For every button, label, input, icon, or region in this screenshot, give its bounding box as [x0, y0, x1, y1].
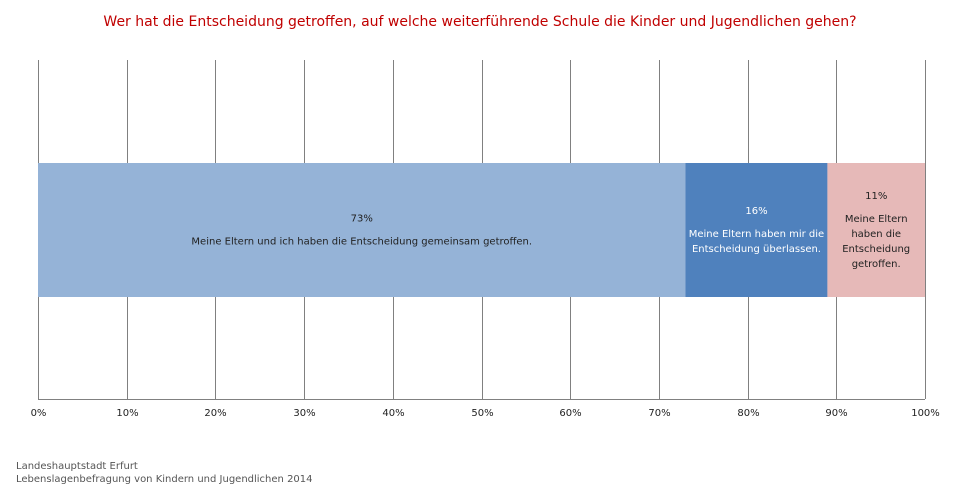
segment-category-label: haben die: [851, 229, 901, 240]
segment-category-label: Entscheidung überlassen.: [692, 244, 821, 255]
segment-value-label: 11%: [865, 191, 887, 202]
bar-segment: [827, 163, 925, 297]
bar-segment: [685, 163, 828, 297]
segment-category-label: Meine Eltern: [845, 214, 908, 225]
chart-title: Wer hat die Entscheidung getroffen, auf …: [103, 14, 857, 30]
x-tick-label: 20%: [204, 408, 226, 419]
x-tick-label: 50%: [471, 408, 493, 419]
x-tick-label: 100%: [911, 408, 940, 419]
bar-segment: [38, 163, 686, 297]
source-line-1: Landeshauptstadt Erfurt: [16, 461, 138, 472]
bar-segments: [38, 163, 925, 297]
x-axis-tick-labels: 0% 10% 20% 30% 40% 50% 60% 70% 80% 90% 100%: [31, 408, 940, 419]
x-tick-label: 30%: [293, 408, 315, 419]
x-tick-label: 70%: [648, 408, 670, 419]
x-tick-label: 60%: [559, 408, 581, 419]
segment-value-label: 73%: [351, 214, 373, 225]
segment-category-label: Entscheidung: [842, 244, 910, 255]
x-tick-label: 90%: [825, 408, 847, 419]
x-tick-label: 80%: [737, 408, 759, 419]
segment-category-label: getroffen.: [852, 259, 901, 270]
segment-category-label: Meine Eltern und ich haben die Entscheid…: [191, 237, 532, 248]
x-tick-label: 10%: [116, 408, 138, 419]
segment-category-label: Meine Eltern haben mir die: [689, 229, 824, 240]
source-line-2: Lebenslagenbefragung von Kindern und Jug…: [16, 474, 313, 485]
segment-labels: 73% Meine Eltern und ich haben die Entsch…: [191, 191, 910, 270]
segment-value-label: 16%: [745, 206, 767, 217]
x-tick-label: 0%: [31, 408, 47, 419]
x-tick-label: 40%: [382, 408, 404, 419]
